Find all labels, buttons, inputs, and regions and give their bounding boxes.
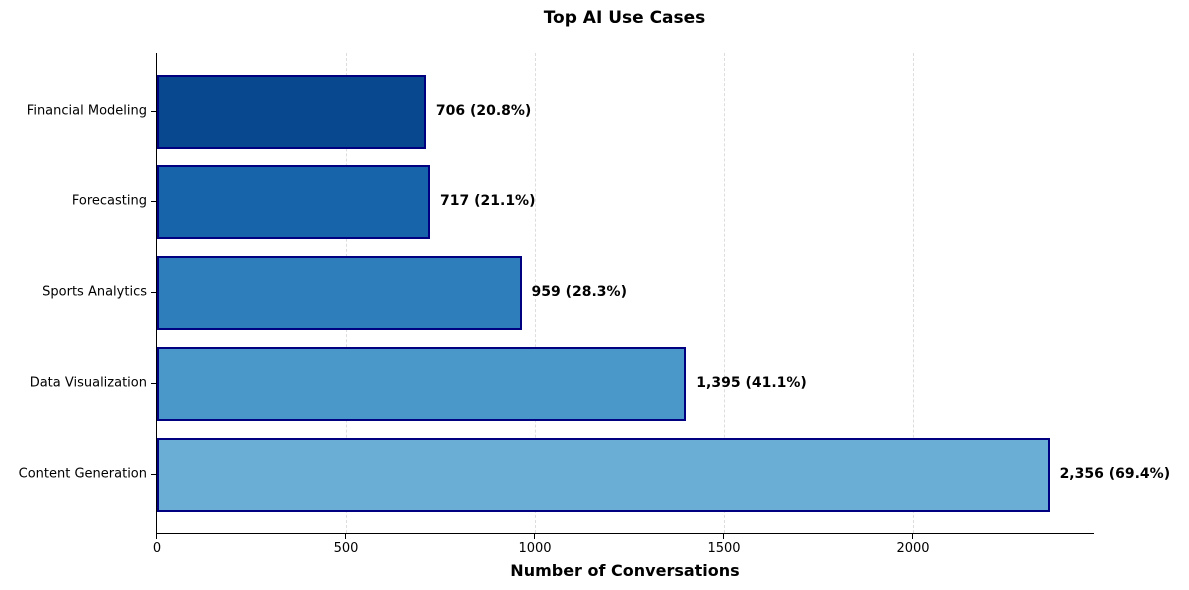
y-tick-label: Financial Modeling (26, 103, 147, 119)
bar-forecasting (157, 165, 431, 239)
bar-sports-analytics (157, 256, 522, 330)
gridline (913, 53, 914, 533)
y-tick (151, 111, 156, 112)
x-axis-label: Number of Conversations (510, 561, 740, 580)
gridline (535, 53, 536, 533)
value-label: 959 (28.3%) (531, 284, 627, 300)
x-tick-label: 1000 (518, 541, 552, 556)
y-tick (151, 201, 156, 202)
bar-data-visualization (157, 347, 687, 421)
y-tick (151, 383, 156, 384)
bar-financial-modeling (157, 75, 426, 149)
x-tick (156, 534, 157, 539)
value-label: 706 (20.8%) (435, 103, 532, 119)
y-tick-label: Content Generation (18, 466, 147, 482)
x-tick (345, 534, 346, 539)
value-label: 2,356 (69.4%) (1059, 466, 1171, 482)
y-axis-line (156, 53, 157, 533)
y-tick (151, 474, 156, 475)
value-label: 717 (21.1%) (440, 193, 536, 209)
x-tick-label: 2000 (896, 541, 930, 556)
x-tick (534, 534, 535, 539)
bar-content-generation (157, 438, 1050, 512)
y-tick-label: Forecasting (71, 193, 147, 209)
y-tick (151, 292, 156, 293)
x-axis-line (156, 533, 1094, 534)
x-tick (723, 534, 724, 539)
value-label: 1,395 (41.1%) (696, 375, 807, 391)
gridline (724, 53, 725, 533)
y-tick-label: Sports Analytics (42, 284, 147, 300)
chart-title: Top AI Use Cases (543, 8, 706, 28)
x-tick (912, 534, 913, 539)
x-tick-label: 500 (333, 541, 359, 556)
x-tick-label: 0 (152, 541, 162, 556)
y-tick-label: Data Visualization (29, 375, 147, 391)
x-tick-label: 1500 (707, 541, 741, 556)
